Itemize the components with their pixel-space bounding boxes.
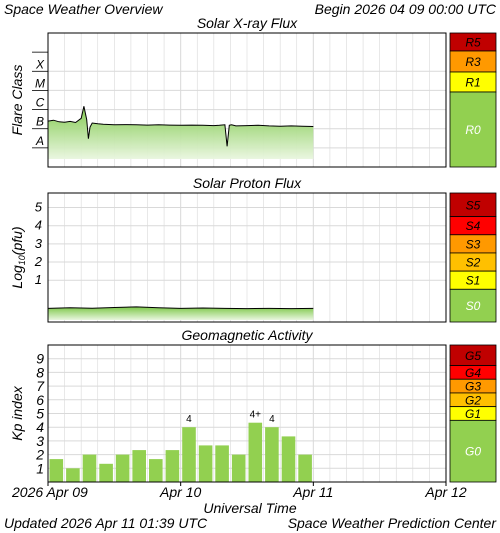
kp-bar bbox=[115, 454, 130, 482]
kp-tick-label-9: 9 bbox=[36, 351, 44, 367]
kp-tick-label-1: 1 bbox=[36, 460, 44, 476]
updated-time: Updated 2026 Apr 11 01:39 UTC bbox=[4, 515, 208, 531]
scale-band-S0 bbox=[449, 288, 497, 323]
proton-tick-label-4: 4 bbox=[35, 218, 42, 233]
scale-label-R3: R3 bbox=[465, 55, 481, 69]
panel-3-title: Geomagnetic Activity bbox=[182, 327, 314, 343]
kp-bar bbox=[198, 445, 213, 482]
scale-label-S5: S5 bbox=[466, 198, 481, 212]
prediction-center: Space Weather Prediction Center bbox=[287, 515, 496, 531]
scale-label-G5: G5 bbox=[465, 349, 481, 363]
scale-label-R1: R1 bbox=[465, 76, 480, 90]
proton-flux-fill bbox=[48, 306, 314, 320]
kp-annotation: 4 bbox=[269, 414, 275, 425]
xaxis-title: Universal Time bbox=[203, 500, 297, 516]
scale-label-S1: S1 bbox=[466, 274, 481, 288]
kp-tick-label-3: 3 bbox=[36, 433, 44, 449]
panel-1-border bbox=[47, 32, 447, 168]
xray-class-label-B: B bbox=[36, 115, 44, 129]
xaxis-tick-label: Apr 10 bbox=[159, 484, 201, 500]
xaxis-tick-label: Apr 11 bbox=[292, 484, 333, 500]
xray-flux-line bbox=[47, 106, 314, 147]
kp-tick-label-4: 4 bbox=[36, 419, 44, 435]
proton-tick-label-5: 5 bbox=[35, 200, 43, 215]
kp-bar bbox=[248, 422, 263, 482]
kp-tick-label-2: 2 bbox=[35, 447, 44, 463]
panel-3-ylabel: Kp index bbox=[9, 385, 25, 440]
scale-band-R0 bbox=[449, 91, 497, 168]
kp-tick-label-5: 5 bbox=[36, 406, 44, 422]
scale-label-G0: G0 bbox=[465, 445, 481, 459]
proton-tick-label-2: 2 bbox=[34, 254, 43, 269]
kp-bar bbox=[215, 445, 229, 482]
scale-label-G1: G1 bbox=[465, 407, 481, 421]
kp-bar bbox=[49, 459, 64, 482]
xray-class-label-M: M bbox=[35, 76, 45, 90]
kp-bar bbox=[132, 450, 146, 482]
kp-bar bbox=[298, 454, 312, 482]
xray-class-label-X: X bbox=[35, 57, 45, 71]
xaxis-tick-label: Apr 12 bbox=[424, 484, 466, 500]
panel-2-title: Solar Proton Flux bbox=[193, 175, 302, 191]
kp-bar bbox=[149, 459, 163, 482]
kp-annotation: 4 bbox=[186, 414, 192, 425]
kp-tick-label-8: 8 bbox=[36, 364, 44, 380]
scale-label-S2: S2 bbox=[466, 256, 481, 270]
xaxis-tick-label: 2026 Apr 09 bbox=[11, 484, 88, 500]
panel-1-title: Solar X-ray Flux bbox=[197, 15, 298, 31]
kp-bar bbox=[281, 436, 296, 482]
scale-band-G0 bbox=[449, 419, 497, 483]
panel-1-ylabel: Flare Class bbox=[9, 65, 25, 136]
kp-annotation: 4+ bbox=[250, 410, 262, 421]
scale-label-G2: G2 bbox=[465, 393, 481, 407]
panel-2-border bbox=[47, 192, 447, 323]
scale-label-R5: R5 bbox=[465, 36, 481, 50]
kp-bar bbox=[82, 454, 97, 482]
xray-class-label-C: C bbox=[36, 96, 45, 110]
kp-tick-label-7: 7 bbox=[36, 378, 45, 394]
scale-label-G4: G4 bbox=[465, 366, 481, 380]
begin-time: Begin 2026 04 09 00:00 UTC bbox=[314, 1, 496, 17]
kp-tick-label-6: 6 bbox=[36, 392, 44, 408]
xray-class-label-A: A bbox=[35, 134, 44, 148]
kp-bar bbox=[265, 427, 279, 482]
kp-bar bbox=[99, 463, 113, 482]
scale-label-G3: G3 bbox=[465, 380, 481, 394]
kp-bar bbox=[165, 450, 180, 482]
proton-tick-label-3: 3 bbox=[35, 236, 43, 251]
xray-flux-fill bbox=[48, 106, 314, 159]
scale-label-S3: S3 bbox=[466, 237, 481, 251]
scale-label-S4: S4 bbox=[466, 219, 481, 233]
proton-tick-label-1: 1 bbox=[35, 272, 42, 287]
panel-3-border bbox=[47, 344, 447, 483]
kp-bar bbox=[66, 468, 80, 482]
panel-2-ylabel: Log10(pfu) bbox=[9, 226, 27, 288]
kp-bar bbox=[231, 454, 246, 482]
proton-flux-line bbox=[47, 306, 314, 310]
scale-label-S0: S0 bbox=[466, 299, 481, 313]
overview-title: Space Weather Overview bbox=[4, 1, 163, 17]
kp-bar bbox=[182, 427, 196, 482]
scale-label-R0: R0 bbox=[465, 123, 481, 137]
